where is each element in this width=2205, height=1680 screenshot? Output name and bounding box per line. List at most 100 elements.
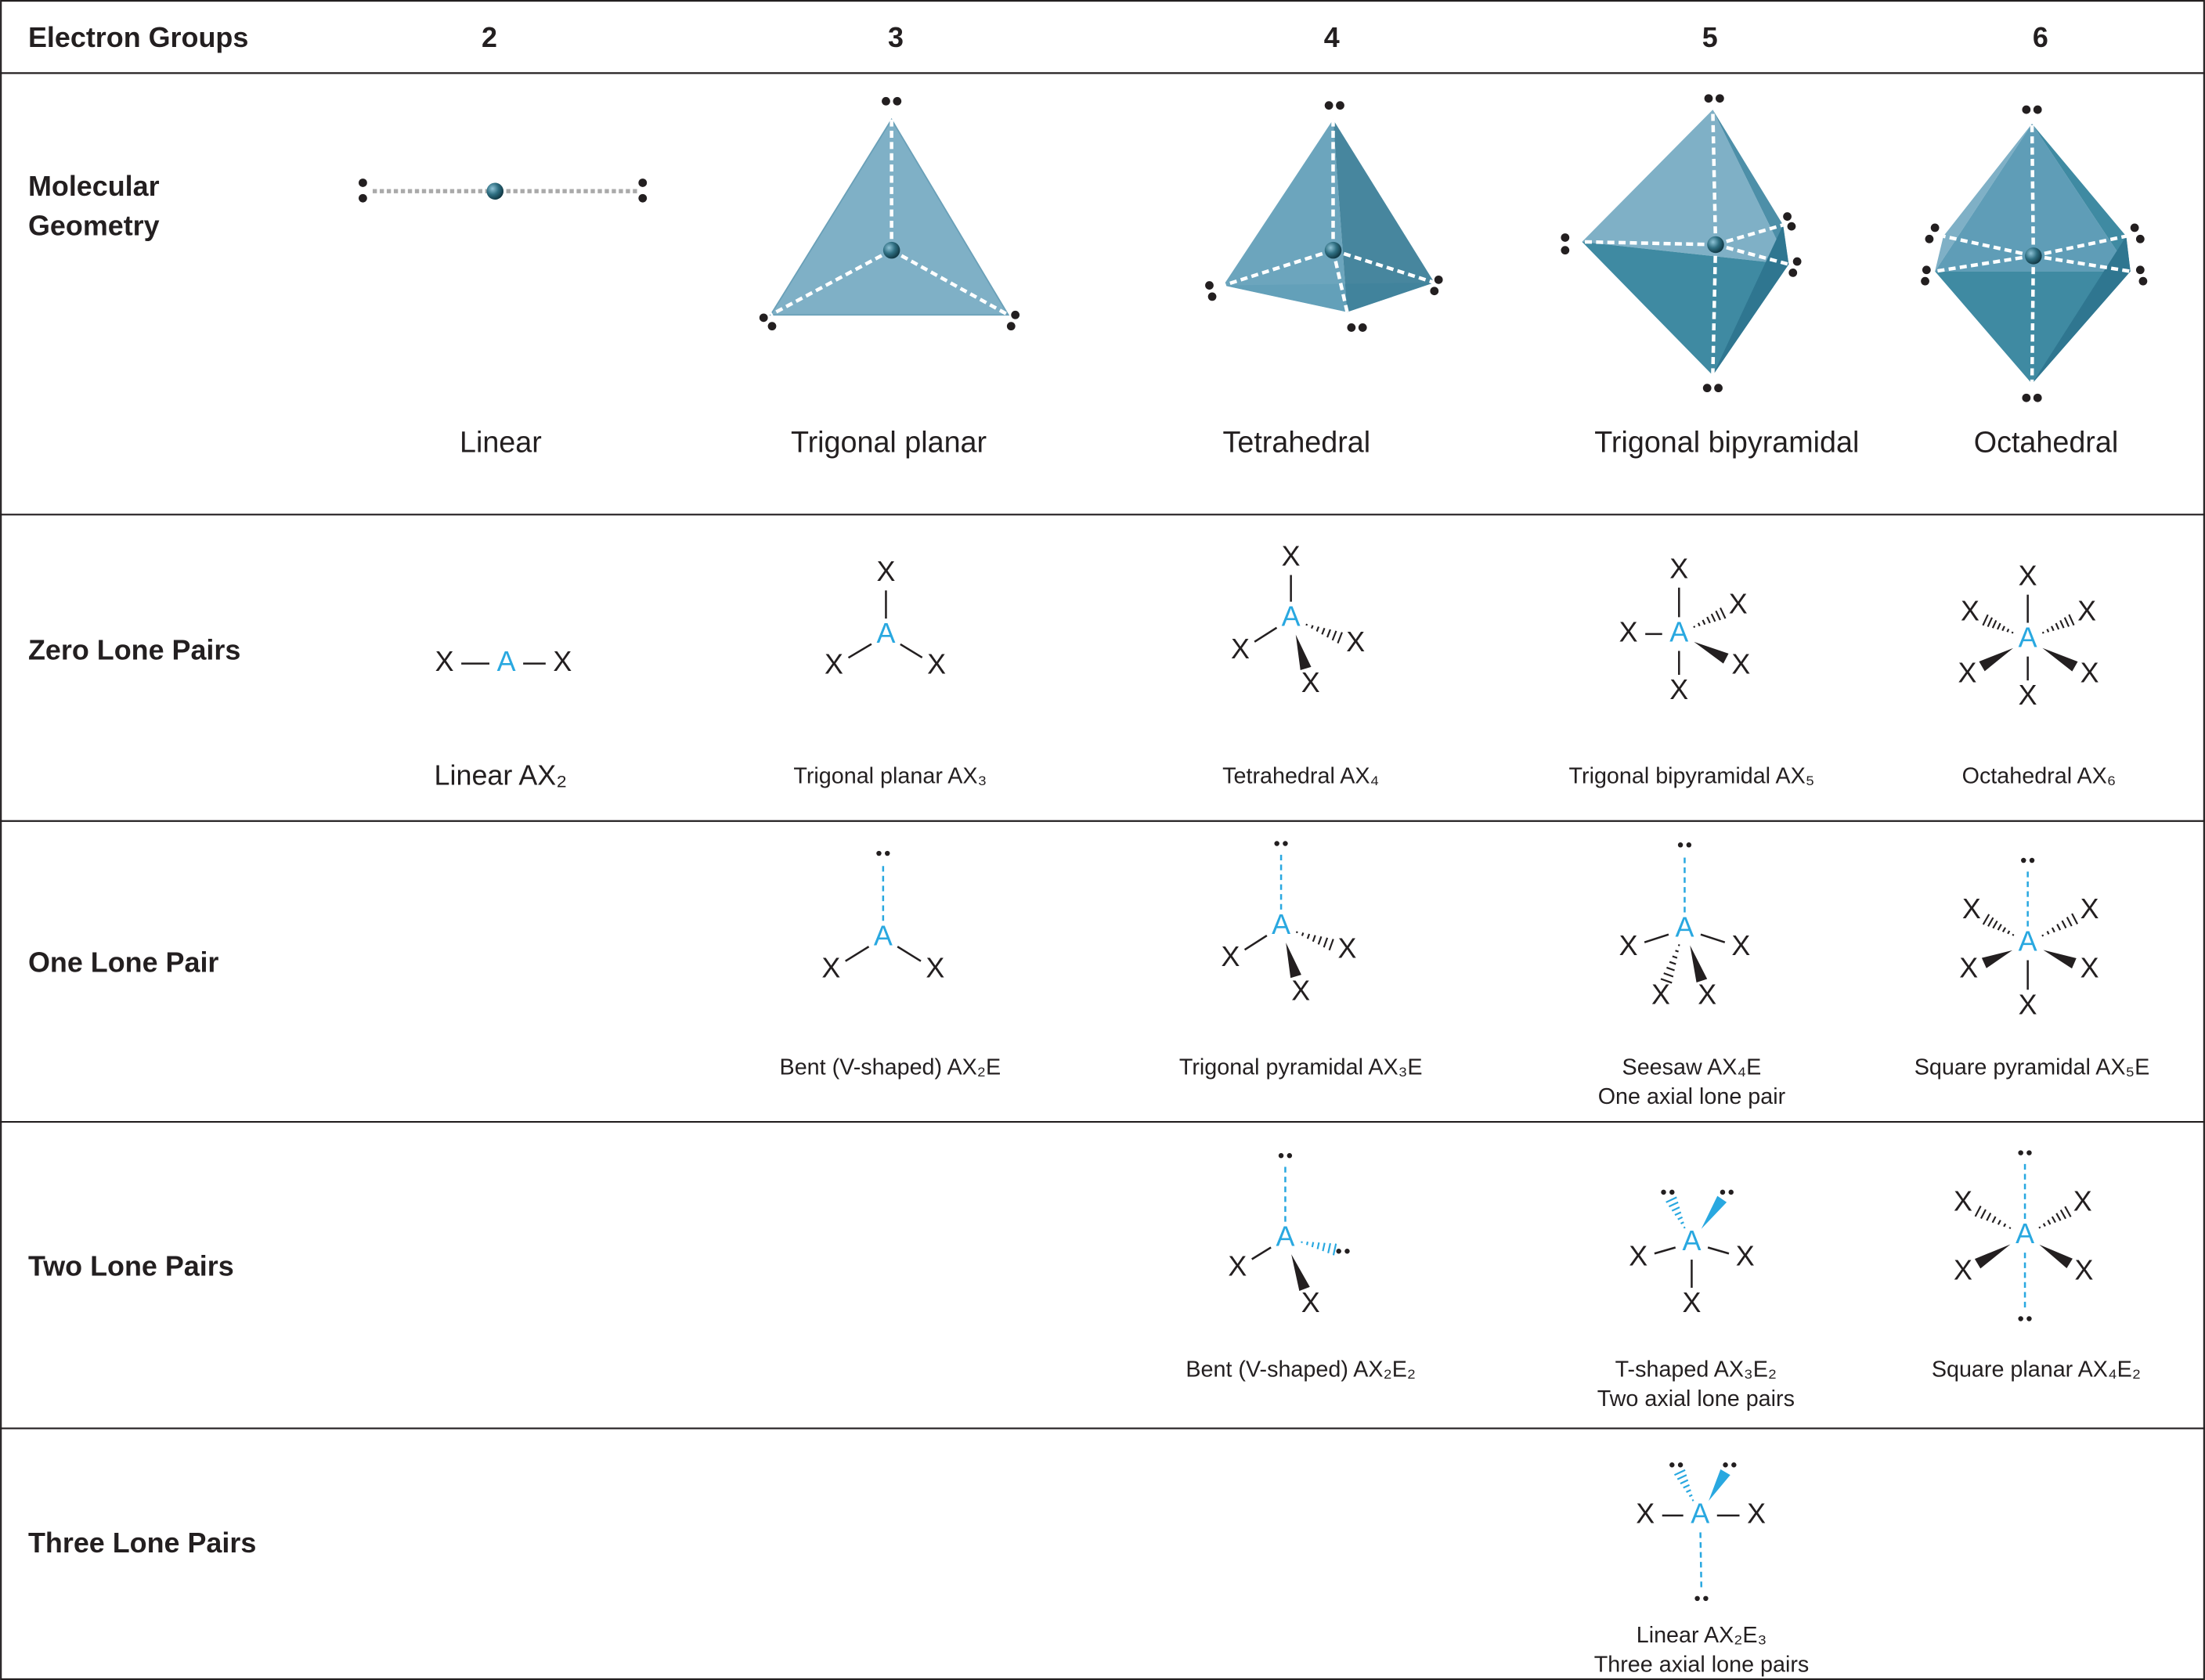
- bond: [1254, 626, 1278, 643]
- row-label: Molecular: [28, 170, 160, 202]
- hash-bond: [2042, 1223, 2046, 1228]
- hash-bond: [1676, 1474, 1687, 1480]
- central-atom: A: [1669, 615, 1688, 647]
- hash-bond: [1674, 1211, 1682, 1217]
- octahedral-model-part: [2032, 124, 2131, 272]
- wedge-bond: [1974, 1244, 2011, 1269]
- hash-bond: [1311, 1242, 1315, 1248]
- shape-caption: Seesaw AX₄E: [1622, 1055, 1762, 1080]
- lone-pair-dot: [1731, 1462, 1737, 1468]
- hash-bond: [1997, 1220, 2001, 1225]
- bond: [897, 946, 922, 962]
- wedge-bond: [1694, 641, 1729, 664]
- hash-bond: [1310, 625, 1314, 629]
- lone-pair-dot: [1274, 841, 1279, 846]
- hash-bond: [1328, 939, 1334, 951]
- octahedral-model-part: [2135, 234, 2145, 243]
- shape-caption: One axial lone pair: [1598, 1084, 1786, 1109]
- hash-bond: [1706, 616, 1711, 624]
- trigonal-bipyramidal-model-part: [1707, 236, 1724, 254]
- shape-caption: Linear AX₂E₃: [1637, 1623, 1767, 1648]
- ligand-atom: X: [1959, 952, 1978, 984]
- ligand-atom: X: [1736, 1240, 1755, 1272]
- linear-model-part: [638, 193, 648, 203]
- lone-pair-dot: [1677, 1462, 1684, 1468]
- trigonal-bipyramidal-model-part: [1788, 269, 1798, 277]
- hash-bond: [1305, 1241, 1309, 1246]
- central-atom: A: [2019, 622, 2037, 654]
- trigonal-planar-model: [759, 96, 1020, 331]
- hash-bond: [1337, 632, 1343, 644]
- hash-bond: [1663, 972, 1674, 978]
- ligand-atom: X: [2080, 656, 2099, 688]
- trigonal-bipyramidal-model-part: [1561, 233, 1570, 242]
- hash-bond: [1332, 1243, 1337, 1256]
- ligand-atom: X: [1291, 974, 1310, 1006]
- ligand-atom: X: [1747, 1497, 1766, 1529]
- octahedral-model-part: [1934, 254, 2034, 273]
- hash-bond: [1997, 924, 2002, 931]
- ligand-atom: X: [926, 952, 944, 984]
- hash-bond: [1686, 1489, 1691, 1493]
- wedge-bond: [1291, 1254, 1310, 1291]
- row-label: One Lone Pair: [28, 946, 218, 978]
- hash-bond: [1691, 1498, 1694, 1502]
- hash-bond: [2007, 930, 2011, 935]
- central-atom: A: [1691, 1497, 1709, 1529]
- trigonal-bipyramidal-model-part: [1787, 222, 1796, 231]
- ligand-atom: X: [1619, 615, 1638, 647]
- hash-bond: [1677, 1216, 1684, 1220]
- lone-pair-dot: [1728, 1189, 1734, 1195]
- bond: [1707, 1246, 1730, 1255]
- hash-bond: [1991, 620, 1997, 629]
- ligand-atom: X: [435, 645, 454, 677]
- hash-bond: [1306, 933, 1311, 939]
- trigonal-planar-model-part: [769, 117, 1010, 316]
- linear-model-part: [359, 178, 367, 187]
- ligand-atom: X: [2075, 1254, 2094, 1286]
- bond: [1251, 1246, 1272, 1260]
- hash-bond: [2038, 1226, 2041, 1229]
- hash-bond: [2064, 1206, 2072, 1217]
- linear-model: [359, 178, 648, 203]
- octahedral-model-part: [2032, 236, 2131, 384]
- ligand-atom: X: [1682, 1286, 1701, 1318]
- ligand-atom: X: [1301, 1286, 1320, 1318]
- trigonal-planar-model-part: [770, 248, 893, 317]
- wedge-bond: [2042, 647, 2078, 672]
- hash-bond: [1987, 617, 1994, 628]
- lone-pair-dot: [2026, 1316, 2032, 1321]
- wedge-bond: [1981, 950, 2013, 968]
- hash-bond: [2001, 927, 2007, 932]
- shape-caption: Tetrahedral AX₄: [1222, 764, 1379, 789]
- wedge-bond: [1709, 1469, 1730, 1502]
- lone-pair-dot: [1677, 842, 1684, 848]
- hash-bond: [2011, 631, 2014, 634]
- lone-pair-dot: [2021, 857, 2026, 863]
- hash-bond: [2071, 913, 2079, 925]
- hash-bond: [1666, 966, 1675, 972]
- row-separators: [0, 72, 2205, 1429]
- row-label: Zero Lone Pairs: [28, 634, 240, 666]
- lone-pair-dot: [2026, 1150, 2032, 1155]
- ligand-atom: X: [1221, 940, 1240, 972]
- hash-bond: [1697, 622, 1701, 627]
- hash-bond: [2059, 1209, 2066, 1220]
- hash-bond: [1322, 1242, 1326, 1252]
- hash-bond: [1974, 1206, 1982, 1217]
- column-header: 6: [2033, 21, 2048, 53]
- tetrahedral-model-part: [1434, 275, 1443, 284]
- hash-bond: [1982, 614, 1989, 626]
- trigonal-bipyramidal-model-part: [1712, 225, 1789, 376]
- trigonal-planar-model-part: [1006, 322, 1016, 331]
- column-header: 5: [1702, 21, 1718, 53]
- trigonal-planar-model-part: [767, 322, 777, 331]
- ligand-atom: X: [1958, 656, 1976, 688]
- linear-model-part: [359, 193, 367, 203]
- bond: [1644, 933, 1669, 943]
- lone-pair-dot: [1287, 1152, 1293, 1159]
